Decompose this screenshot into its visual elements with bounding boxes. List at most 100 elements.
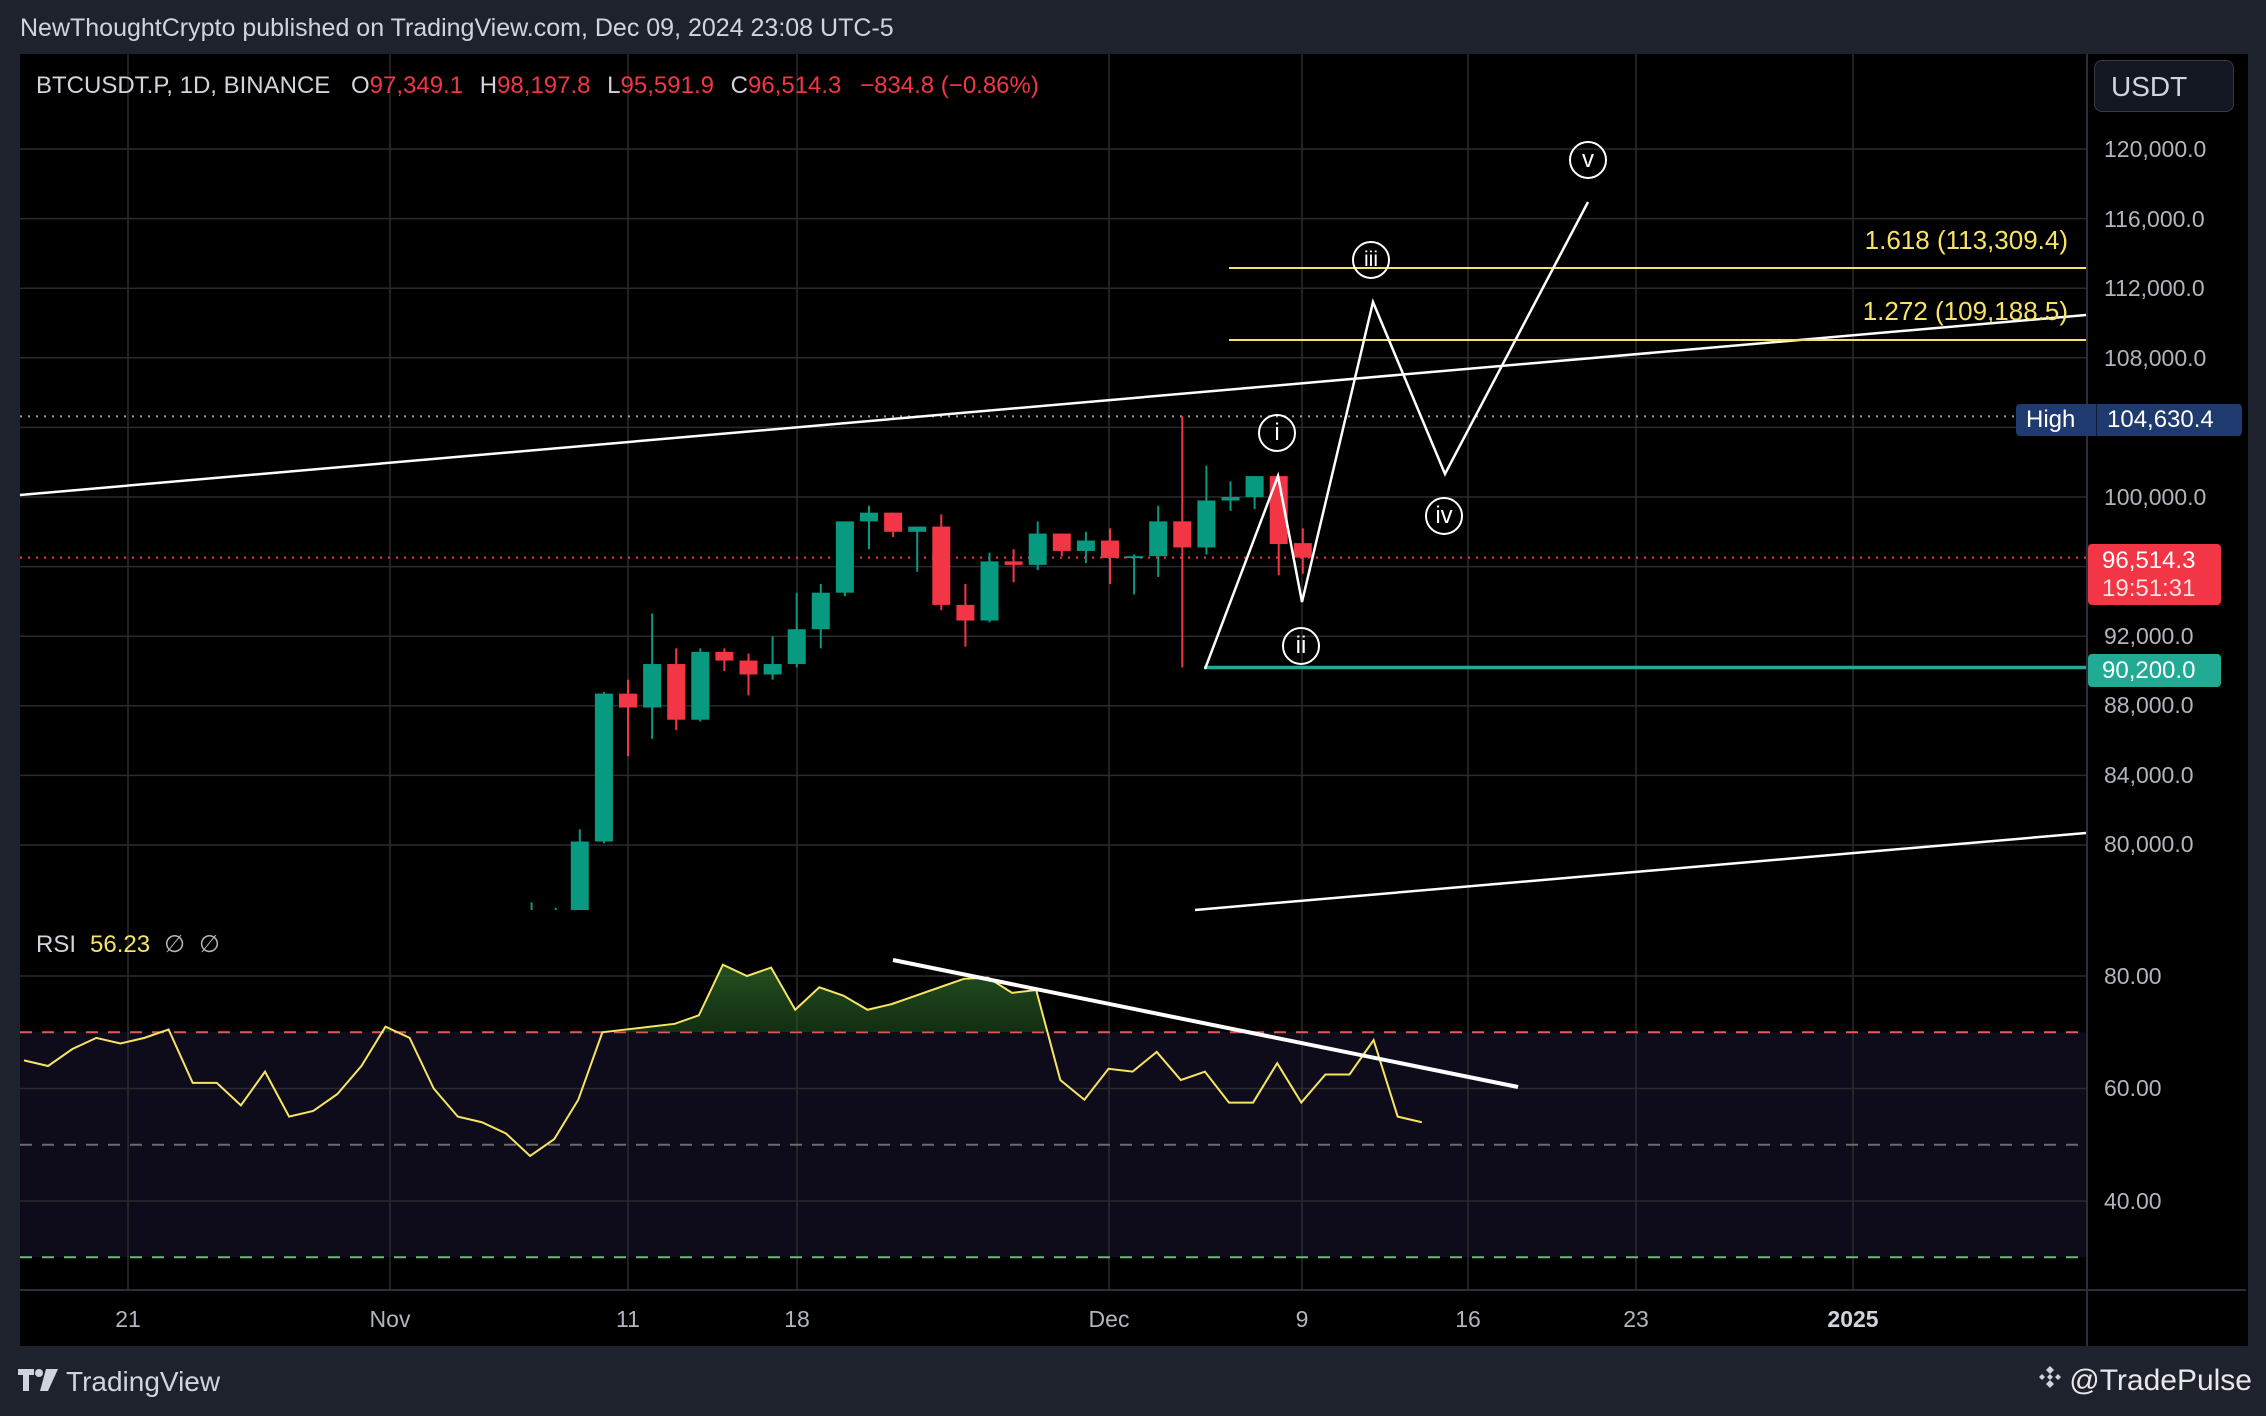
symbol-name[interactable]: BTCUSDT.P, 1D, BINANCE (36, 72, 331, 99)
rsi-null-icon-1: ∅ (164, 931, 185, 958)
candle-body[interactable] (1221, 497, 1240, 501)
last-price-badge: 96,514.3 19:51:31 (2088, 544, 2221, 605)
candle-body[interactable] (1173, 521, 1192, 548)
currency-button[interactable]: USDT (2094, 60, 2234, 112)
rsi-tick: 60.00 (2104, 1075, 2162, 1101)
high-badge: High 104,630.4 (2016, 404, 2242, 436)
candle-body[interactable] (1293, 543, 1312, 558)
wave-label-iii[interactable]: iii (1352, 241, 1390, 279)
candle-body[interactable] (787, 629, 806, 665)
support-badge: 90,200.0 (2088, 654, 2221, 687)
change-value: −834.8 (−0.86%) (860, 72, 1039, 99)
rsi-line (23, 963, 1423, 1158)
candle-body[interactable] (1028, 533, 1047, 565)
candles (499, 416, 1312, 923)
binance-diamond-icon (2037, 1364, 2063, 1398)
close-value: 96,514.3 (747, 72, 842, 99)
time-label: Dec (1088, 1306, 1130, 1332)
candle-body[interactable] (835, 521, 854, 593)
candle-body[interactable] (956, 604, 975, 621)
time-label: Nov (369, 1306, 411, 1332)
fib-label-1272[interactable]: 1.272 (109,188.5) (1862, 296, 2068, 326)
countdown: 19:51:31 (2102, 575, 2196, 602)
wave-label-v[interactable]: v (1569, 141, 1607, 179)
time-label: 23 (1623, 1306, 1649, 1332)
low-value: 95,591.9 (620, 72, 714, 99)
rsi-label: RSI (36, 931, 77, 958)
candle-body[interactable] (884, 512, 903, 532)
candle-body[interactable] (739, 660, 758, 675)
wave-label-i[interactable]: i (1258, 414, 1296, 452)
time-label: 21 (115, 1306, 141, 1332)
candle-body[interactable] (860, 512, 878, 522)
rsi-legend[interactable]: RSI 56.23 ∅ ∅ (36, 930, 220, 959)
candle-body[interactable] (1004, 561, 1023, 565)
close-label: C (730, 72, 748, 99)
candle-body[interactable] (1101, 540, 1119, 558)
candle-body[interactable] (980, 561, 999, 621)
tradingview-logo-icon (18, 1367, 58, 1398)
candle-body[interactable] (1149, 521, 1168, 557)
candle-body[interactable] (908, 526, 927, 532)
symbol-legend: BTCUSDT.P, 1D, BINANCE O97,349.1 H98,197… (36, 72, 1039, 100)
candle-body[interactable] (691, 651, 710, 720)
author-handle: @TradePulse (2037, 1364, 2252, 1398)
wave-label-iv[interactable]: iv (1425, 497, 1463, 535)
candle-body[interactable] (523, 920, 541, 922)
lower-trendline (1194, 831, 2087, 912)
price-tick: 92,000.0 (2104, 623, 2194, 649)
candle-body[interactable] (643, 664, 662, 708)
time-label-year: 2025 (1827, 1306, 1879, 1332)
time-label: 18 (784, 1306, 810, 1332)
rsi-tick: 80.00 (2104, 963, 2162, 989)
low-label: L (607, 72, 621, 99)
price-tick: 100,000.0 (2104, 484, 2207, 510)
time-label: 9 (1295, 1306, 1309, 1332)
high-value: 98,197.8 (497, 72, 591, 99)
candle-body[interactable] (547, 915, 565, 922)
candle-body[interactable] (1076, 540, 1095, 551)
price-tick: 88,000.0 (2104, 692, 2194, 718)
candle-body[interactable] (763, 664, 782, 675)
candle-body[interactable] (1125, 556, 1144, 559)
price-tick: 112,000.0 (2104, 275, 2205, 301)
publish-info: NewThoughtCrypto published on TradingVie… (20, 14, 894, 42)
candle-body[interactable] (619, 693, 637, 708)
fib-label-1618[interactable]: 1.618 (113,309.4) (1864, 225, 2068, 255)
candle-body[interactable] (932, 526, 951, 605)
price-tick: 84,000.0 (2104, 762, 2194, 788)
candle-body[interactable] (811, 592, 830, 630)
high-label: H (479, 72, 498, 99)
candle-body[interactable] (1197, 500, 1216, 548)
time-label: 11 (616, 1306, 640, 1332)
price-tick: 116,000.0 (2104, 206, 2205, 232)
last-price: 96,514.3 (2102, 547, 2196, 574)
candle-body[interactable] (1245, 476, 1264, 497)
candle-body[interactable] (667, 664, 686, 720)
price-tick: 80,000.0 (2104, 831, 2194, 857)
high-badge-value: 104,630.4 (2107, 406, 2214, 433)
tradingview-logo[interactable]: TradingView (18, 1366, 220, 1398)
elliott-wave-path (1203, 201, 1590, 670)
candle-body[interactable] (715, 651, 734, 661)
handle-text: @TradePulse (2069, 1364, 2252, 1397)
rsi-tick: 40.00 (2104, 1188, 2162, 1214)
price-tick: 108,000.0 (2104, 345, 2207, 371)
wave-label-ii[interactable]: ii (1282, 627, 1320, 665)
upper-trendline (19, 313, 2087, 497)
candle-body[interactable] (499, 918, 517, 923)
rsi-divergence-line (892, 958, 1519, 1089)
tradingview-brand: TradingView (66, 1366, 221, 1397)
candle-body[interactable] (594, 693, 613, 842)
rsi-overbought-fill (24, 964, 1422, 1033)
time-label: 16 (1455, 1306, 1481, 1332)
rsi-value: 56.23 (90, 931, 151, 958)
high-badge-label: High (2016, 404, 2097, 436)
candle-body[interactable] (1269, 476, 1288, 544)
price-axis[interactable] (2086, 54, 2248, 1346)
price-tick: 120,000.0 (2104, 136, 2207, 162)
candle-body[interactable] (1052, 533, 1071, 551)
open-label: O (350, 72, 370, 99)
candle-body[interactable] (570, 841, 589, 915)
